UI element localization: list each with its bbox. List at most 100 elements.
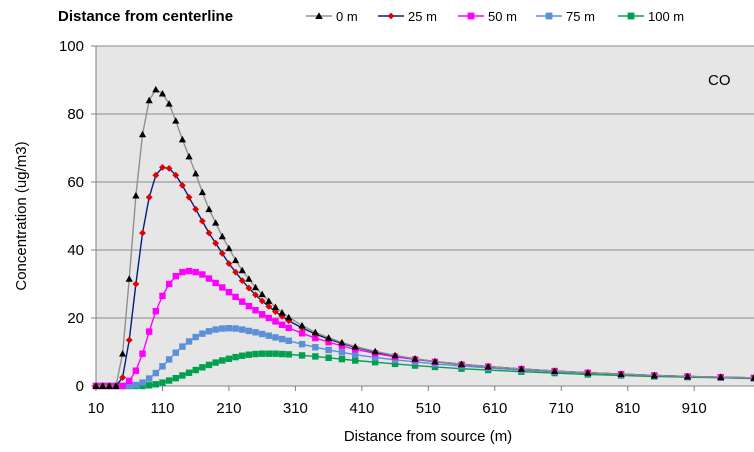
data-point xyxy=(252,291,259,299)
data-point xyxy=(145,328,153,335)
y-tick-label: 40 xyxy=(67,242,84,259)
data-point xyxy=(172,272,179,280)
legend: Distance from centerline 0 m 25 m 50 m 75 m… xyxy=(58,8,684,25)
data-point xyxy=(484,363,492,370)
data-point xyxy=(252,306,259,314)
data-point xyxy=(352,357,359,364)
data-point xyxy=(338,338,346,346)
data-point xyxy=(238,266,246,274)
data-point xyxy=(92,382,100,389)
data-point xyxy=(232,293,239,301)
data-point xyxy=(338,349,346,356)
axes xyxy=(91,45,754,391)
x-tick-label: 210 xyxy=(216,400,241,417)
data-point xyxy=(139,229,146,237)
data-point xyxy=(212,279,219,287)
legend-item: 25 m xyxy=(378,9,437,24)
data-point xyxy=(298,340,306,348)
data-point xyxy=(205,328,213,335)
data-point xyxy=(118,350,127,357)
data-point xyxy=(285,324,292,332)
x-tick-label: 10 xyxy=(88,400,105,417)
data-point xyxy=(298,330,306,337)
data-point xyxy=(245,327,253,335)
data-point xyxy=(119,374,126,381)
data-point xyxy=(172,171,180,179)
data-point xyxy=(258,297,266,305)
data-point xyxy=(325,346,332,354)
chart-annotation: CO xyxy=(708,72,731,89)
data-point xyxy=(185,193,193,201)
data-point xyxy=(551,367,559,374)
data-point xyxy=(152,308,160,315)
data-point xyxy=(198,188,206,196)
data-point xyxy=(212,359,219,366)
data-point xyxy=(517,365,525,372)
legend-marker xyxy=(387,12,395,20)
data-point xyxy=(192,205,200,213)
data-point xyxy=(371,347,379,355)
legend-marker xyxy=(545,12,553,20)
data-point xyxy=(271,303,280,310)
x-tick-label: 810 xyxy=(615,400,640,417)
data-point xyxy=(205,229,213,237)
data-point xyxy=(112,382,120,389)
data-point xyxy=(258,290,266,298)
y-axis-title: Concentration (ug/m3) xyxy=(13,141,30,290)
data-point xyxy=(650,371,658,379)
x-tick-label: 610 xyxy=(482,400,507,417)
data-point xyxy=(232,325,239,332)
data-point xyxy=(231,256,240,264)
gridlines xyxy=(96,45,754,319)
data-point xyxy=(232,268,239,276)
data-point xyxy=(172,374,179,382)
data-point xyxy=(179,182,186,189)
data-point xyxy=(132,381,140,389)
x-tick-label: 410 xyxy=(349,400,374,417)
data-point xyxy=(159,163,166,171)
data-point xyxy=(352,351,359,358)
legend-marker xyxy=(315,12,323,20)
data-point xyxy=(219,325,226,332)
data-point xyxy=(165,377,173,384)
data-point xyxy=(159,379,166,386)
data-point xyxy=(219,357,226,364)
x-tick-label: 710 xyxy=(549,400,574,417)
data-point xyxy=(172,349,179,356)
data-point xyxy=(212,219,220,226)
x-tick-label: 110 xyxy=(151,400,175,417)
data-point xyxy=(371,359,379,366)
data-point xyxy=(179,372,186,379)
x-tick-label: 910 xyxy=(682,400,707,417)
data-point xyxy=(125,275,133,282)
data-point xyxy=(192,333,199,341)
data-point xyxy=(165,100,173,107)
data-point xyxy=(212,239,220,247)
data-point xyxy=(179,268,186,276)
data-point xyxy=(225,244,233,252)
data-point xyxy=(245,351,253,358)
data-point xyxy=(265,350,273,357)
data-point xyxy=(152,171,160,179)
legend-item: 100 m xyxy=(618,9,684,24)
data-point xyxy=(225,260,233,267)
data-point xyxy=(152,381,160,388)
data-point xyxy=(325,334,333,341)
data-point xyxy=(278,350,286,358)
data-point xyxy=(145,193,153,201)
data-point xyxy=(411,355,419,362)
y-tick-label: 0 xyxy=(76,378,84,395)
data-point xyxy=(245,275,253,282)
data-point xyxy=(212,326,219,333)
data-point xyxy=(132,280,140,288)
data-point xyxy=(312,353,319,360)
data-point xyxy=(179,343,186,350)
data-point xyxy=(225,288,233,296)
data-point xyxy=(199,364,206,371)
data-point xyxy=(105,382,113,389)
data-point xyxy=(272,318,279,325)
data-point xyxy=(239,352,246,359)
y-tick-label: 60 xyxy=(67,174,84,191)
